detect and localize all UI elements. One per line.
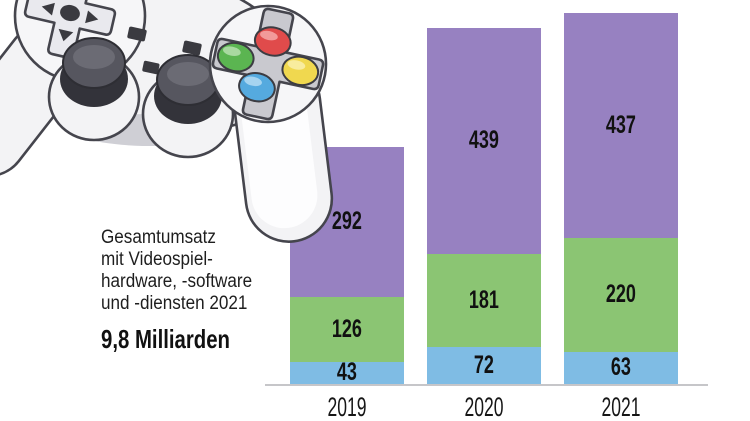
x-axis-label-2021: 2021 (601, 392, 641, 421)
x-axis-line (265, 384, 708, 386)
segment-value-label: 437 (605, 111, 637, 140)
segment-value-label: 292 (331, 207, 363, 236)
left-stick-highlight (73, 45, 115, 69)
bar-segment-2020-blue-bottom-segment: 72 (427, 346, 541, 384)
blue-button-highlight (244, 76, 262, 87)
segment-value-label: 126 (331, 314, 363, 343)
bar-segment-2020-green-middle-segment: 181 (427, 253, 541, 347)
bar-segment-2021-blue-bottom-segment: 63 (564, 351, 678, 384)
right-analog-stick (141, 54, 235, 159)
caption-line-4: und -diensten 2021 (101, 293, 248, 314)
dpad-center-dot (60, 4, 80, 22)
x-axis-label-2020: 2020 (464, 392, 504, 421)
yellow-button-highlight (287, 60, 306, 70)
dpad-left-arrow-icon (41, 2, 55, 16)
green-button-highlight (223, 46, 241, 56)
caption-highlight: 9,8 Milliarden (101, 324, 230, 354)
caption-block: Gesamtumsatz mit Videospiel- hardware, -… (101, 227, 252, 354)
caption-line-2: mit Videospiel- (101, 249, 213, 270)
segment-value-label: 181 (468, 285, 500, 314)
bar-segment-2020-purple-top-segment: 439 (427, 27, 541, 254)
left-analog-stick (47, 37, 141, 142)
start-button (142, 60, 160, 75)
dpad (23, 0, 117, 60)
game-controller-illustration (0, 0, 334, 243)
x-axis-label-2019: 2019 (327, 392, 367, 421)
bar-segment-2021-green-middle-segment: 220 (564, 238, 678, 352)
segment-value-label: 220 (605, 280, 637, 309)
action-buttons-cross (211, 7, 325, 121)
bar-segment-2019-blue-bottom-segment: 43 (290, 358, 404, 387)
segment-value-label: 43 (336, 358, 358, 387)
mode-button (182, 40, 202, 56)
caption-line-3: hardware, -software (101, 271, 253, 292)
action-buttons (211, 7, 325, 121)
segment-value-label: 439 (468, 126, 500, 155)
bar-segment-2021-purple-top-segment: 437 (564, 13, 678, 239)
right-stick-highlight (167, 62, 209, 86)
bar-segment-2019-green-middle-segment: 126 (290, 296, 404, 362)
dpad-down-arrow-icon (58, 28, 74, 42)
segment-value-label: 63 (610, 353, 632, 382)
segment-value-label: 72 (473, 350, 495, 379)
red-button-highlight (260, 30, 278, 41)
dpad-right-arrow-icon (85, 10, 99, 24)
select-button (127, 26, 147, 42)
caption-line-1: Gesamtumsatz (101, 227, 216, 248)
